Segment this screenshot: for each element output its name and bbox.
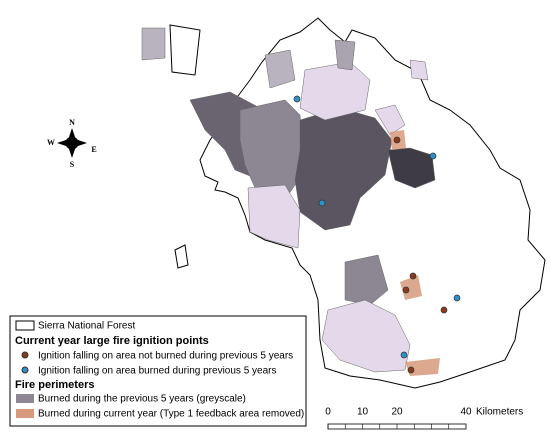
fire-perimeter [299, 61, 371, 121]
legend-swatch [16, 394, 34, 403]
ignition-unburned [393, 136, 401, 144]
fire-perimeter [409, 59, 429, 81]
fire-perimeter [247, 184, 301, 249]
ignitions [293, 95, 461, 374]
legend: Sierra National Forest Current year larg… [9, 315, 307, 427]
legend-label: Burned during the previous 5 years (grey… [38, 394, 246, 405]
legend-label: Sierra National Forest [38, 321, 135, 332]
scale-label: 10 [357, 407, 369, 418]
legend-box [9, 315, 307, 427]
ignition-burned [429, 152, 437, 160]
fire-perimeter [321, 299, 411, 373]
compass-e: E [91, 145, 96, 154]
scale-bar: 0 10 20 40 Kilometers [325, 407, 523, 430]
forest-boundary-west [174, 244, 189, 269]
ignition-burned [453, 294, 461, 302]
fire-perimeter [374, 104, 406, 136]
legend-swatch [21, 366, 29, 374]
compass-s: S [70, 160, 75, 169]
compass: N W E S [47, 118, 97, 169]
fire-perimeter [387, 147, 436, 189]
fire-perimeter [344, 254, 389, 306]
forest-patch-north [169, 24, 201, 76]
ignition-burned [293, 95, 301, 103]
scale-unit: Kilometers [476, 407, 523, 418]
fire-perimeter [264, 49, 296, 89]
legend-label: Ignition falling on area burned during p… [38, 366, 277, 377]
ignition-unburned [407, 366, 415, 374]
compass-n: N [69, 118, 75, 127]
ignition-unburned [402, 286, 410, 294]
ignition-unburned [409, 272, 417, 280]
fire-perimeter [294, 107, 393, 231]
ignition-burned [400, 351, 408, 359]
compass-rose [57, 128, 87, 158]
fire-perimeters [141, 27, 436, 373]
compass-w: W [47, 138, 55, 147]
legend-label: Ignition falling on area not burned duri… [38, 351, 293, 362]
legend-label: Burned during current year (Type 1 feedb… [38, 409, 304, 420]
legend-header: Current year large fire ignition points [15, 335, 209, 347]
compass-ring [65, 136, 79, 150]
legend-swatch [16, 409, 34, 418]
ignition-burned [318, 199, 326, 207]
current-burn [400, 275, 422, 300]
legend-swatch-boundary [15, 320, 35, 331]
scale-label: 0 [325, 407, 331, 418]
fire-perimeter [141, 27, 166, 61]
legend-header: Fire perimeters [15, 379, 94, 391]
legend-swatch [21, 351, 29, 359]
scale-label: 20 [391, 407, 403, 418]
fire-perimeter [334, 39, 356, 71]
ignition-unburned [440, 306, 448, 314]
scale-label: 40 [460, 407, 472, 418]
